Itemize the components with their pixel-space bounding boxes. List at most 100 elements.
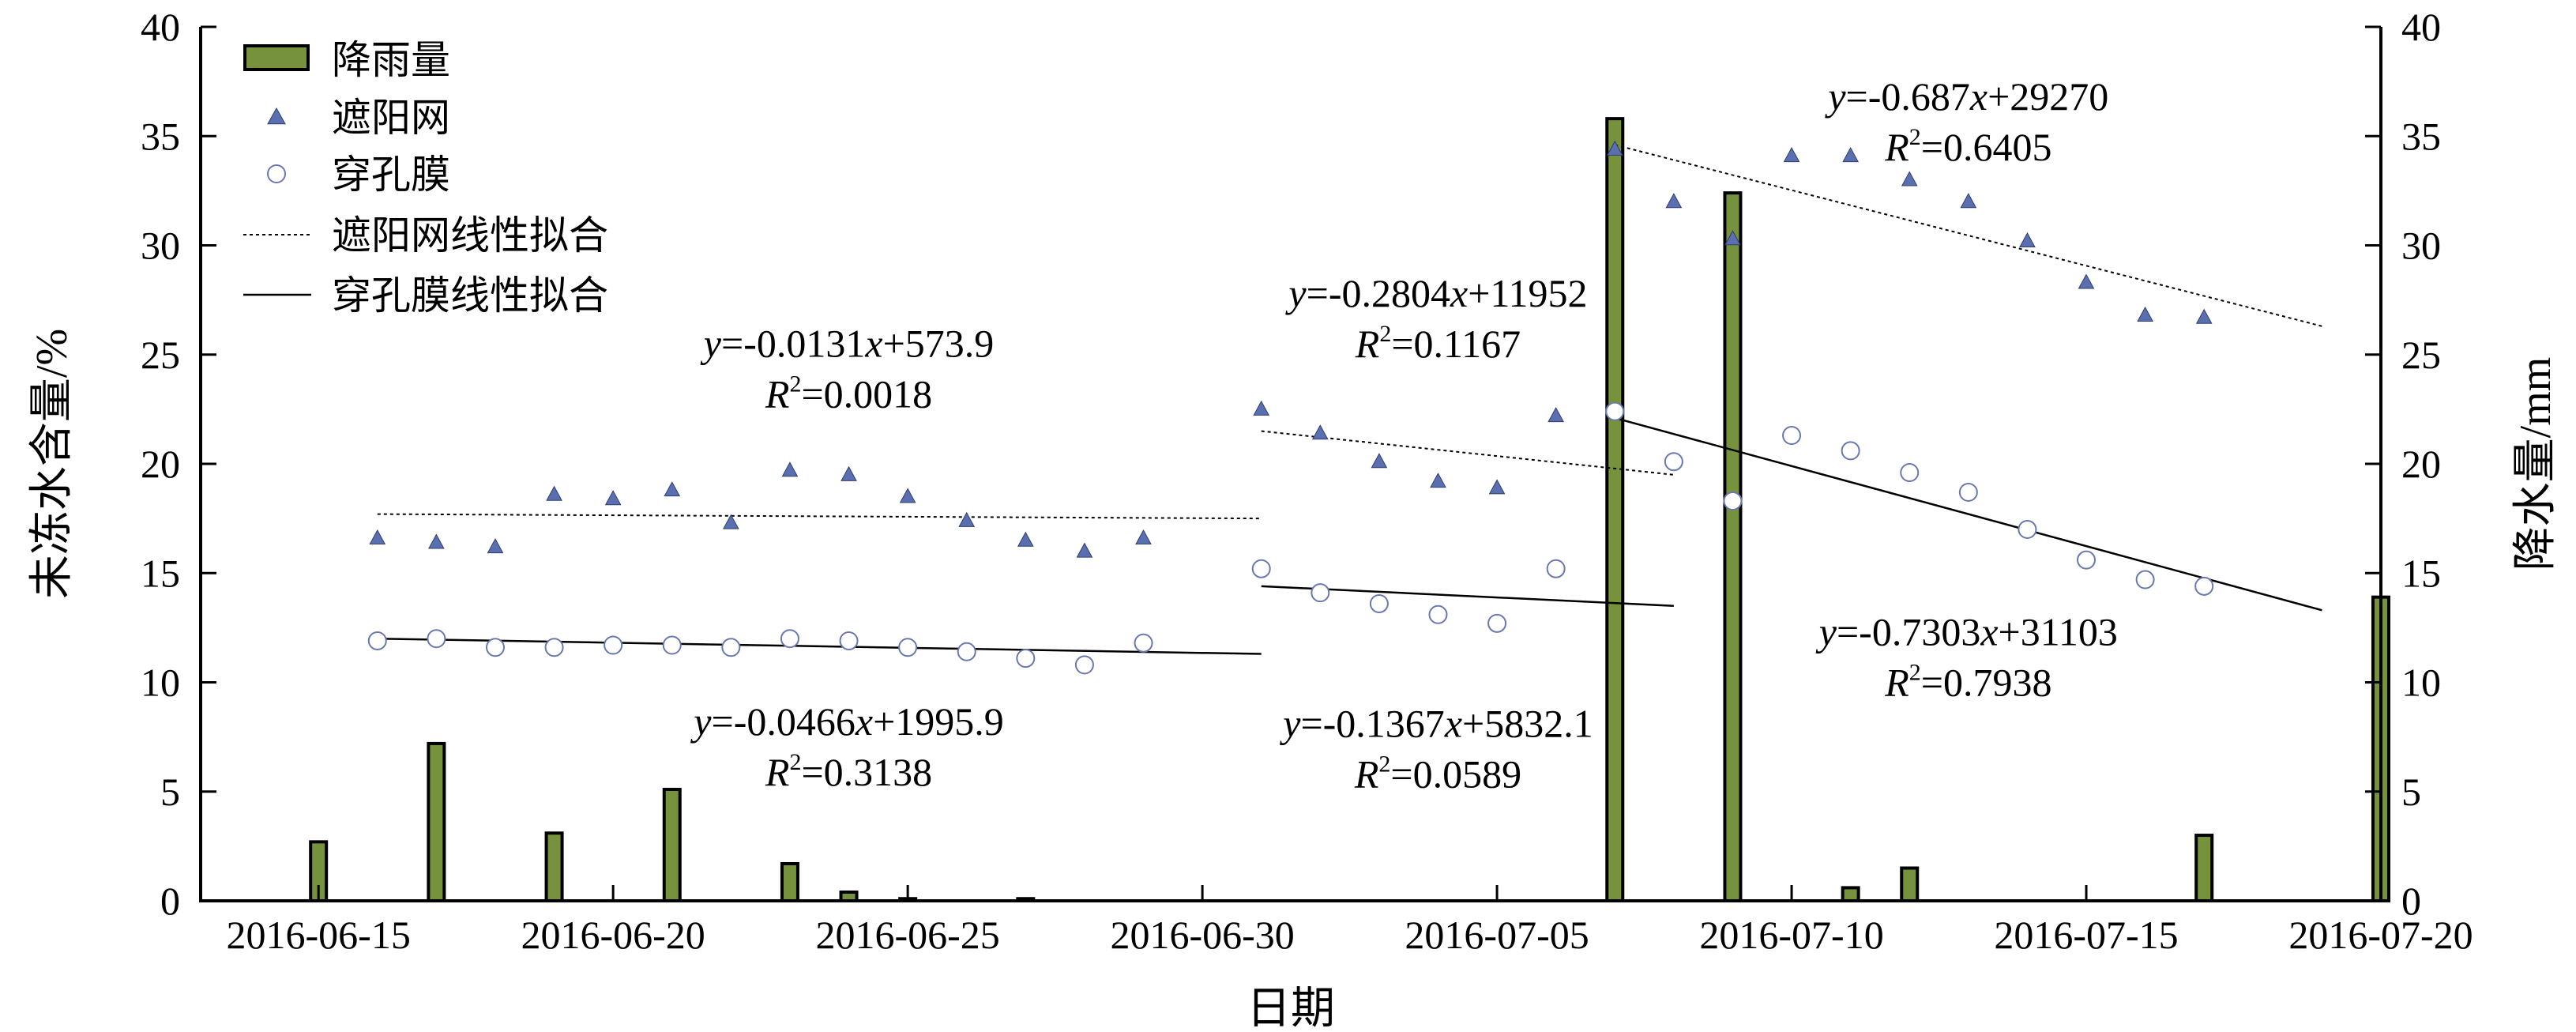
equation-annotations: y=-0.0131x+573.9R2=0.0018y=-0.0466x+1995…: [690, 74, 2118, 797]
r-symbol: R: [1884, 660, 1909, 704]
r-symbol: R: [1884, 125, 1909, 169]
equation-y-symbol: y: [1279, 702, 1301, 746]
y-left-tick-label: 40: [141, 5, 180, 49]
shade-net-point: [1901, 171, 1918, 186]
fit-r-squared: R2=0.1167: [1355, 321, 1521, 366]
fit-r-squared: R2=0.7938: [1884, 659, 2051, 704]
fit-r-squared: R2=0.3138: [765, 749, 932, 794]
perforated-film-point: [721, 638, 741, 657]
fit-lines: [377, 144, 2322, 655]
equation-constant: +1995.9: [873, 699, 1004, 744]
fit-r-squared: R2=0.0589: [1354, 751, 1521, 797]
perforated-film-point: [544, 638, 564, 657]
fit-equation: y=-0.0466x+1995.9: [690, 699, 1003, 744]
equation-constant: +31103: [1999, 609, 2118, 653]
shade-net-point: [1253, 400, 1270, 416]
equation-coefficient: =-0.1367: [1300, 702, 1444, 746]
x-tick-label: 2016-07-15: [1994, 913, 2178, 957]
y-left-tick-label: 15: [141, 551, 180, 595]
perforated-film-fit-line: [1261, 585, 1674, 607]
perforated-film-point: [898, 638, 918, 657]
rainfall-bar: [427, 741, 446, 902]
equation-constant: +5832.1: [1462, 702, 1593, 746]
shade-net-point: [1842, 147, 1859, 163]
shade-net-point: [1488, 479, 1506, 495]
shade-net-point: [1547, 407, 1565, 423]
legend-triangle-swatch: [267, 107, 286, 125]
r-superscript: 2: [1379, 321, 1391, 347]
equation-y-symbol: y: [1284, 271, 1307, 315]
axes: 0 0 5 5 10 10 15 15 20 20 25 25 30 30 35 35 40 40 2016-06-…: [28, 5, 2560, 1032]
equation-y-symbol: y: [690, 699, 712, 744]
perforated-film-point: [2077, 550, 2097, 570]
shade-net-point: [1430, 473, 1446, 488]
y-right-tick-label: 40: [2401, 5, 2441, 49]
r-superscript: 2: [789, 371, 801, 397]
equation-constant: +29270: [1987, 74, 2108, 119]
legend-label: 穿孔膜线性拟合: [332, 273, 608, 318]
y-right-tick-label: 35: [2401, 114, 2441, 158]
y-left-tick-label: 0: [160, 879, 180, 923]
perforated-film-point: [1782, 426, 1802, 446]
equation-x-symbol: x: [1444, 702, 1462, 746]
shade-net-point: [2195, 308, 2213, 324]
y-right-axis-title: 降水量/mm: [2511, 357, 2560, 571]
y-left-tick-label: 20: [141, 442, 180, 486]
perforated-film-point: [2135, 570, 2155, 589]
r-symbol: R: [765, 750, 790, 794]
rainfall-bars: [309, 117, 2390, 903]
x-axis-title: 日期: [1247, 985, 1335, 1032]
shade-net-point: [1606, 140, 1623, 156]
fit-equation: y=-0.0131x+573.9: [700, 322, 994, 366]
shade-net-point: [840, 465, 857, 481]
data-points: [367, 140, 2214, 675]
y-left-tick-label: 10: [141, 661, 180, 705]
rainfall-bar: [1841, 886, 1860, 903]
shade-net-point: [369, 529, 386, 545]
rainfall-bar: [780, 861, 799, 902]
perforated-film-point: [1428, 605, 1448, 624]
perforated-film-point: [1841, 441, 1860, 461]
shade-net-point: [1017, 531, 1034, 547]
fit-equation: y=-0.2804x+11952: [1284, 271, 1587, 315]
shade-net-point: [1076, 542, 1093, 558]
shade-net-point: [723, 514, 739, 529]
r-symbol: R: [1354, 752, 1379, 797]
fit-equation: y=-0.687x+29270: [1824, 74, 2108, 119]
perforated-film-point: [1723, 492, 1743, 511]
y-right-tick-label: 25: [2401, 333, 2441, 377]
x-tick-label: 2016-07-10: [1699, 913, 1883, 957]
shade-net-point: [958, 511, 976, 527]
equation-x-symbol: x: [855, 699, 873, 744]
equation-y-symbol: y: [700, 322, 722, 366]
shade-net-fit-line: [377, 513, 1262, 520]
perforated-film-point: [1664, 452, 1683, 472]
r-superscript: 2: [1378, 751, 1390, 778]
y-left-tick-label: 25: [141, 333, 180, 377]
shade-net-point: [487, 538, 504, 554]
equation-coefficient: =-0.7303: [1837, 609, 1980, 653]
perforated-film-point: [1074, 655, 1094, 675]
y-right-tick-label: 5: [2401, 770, 2421, 814]
legend-circle-swatch: [267, 164, 286, 183]
equation-coefficient: =-0.0131: [721, 322, 865, 366]
y-right-tick-label: 0: [2401, 879, 2421, 923]
perforated-film-point: [367, 631, 387, 650]
r-squared-value: =0.0018: [801, 372, 932, 416]
shade-net-point: [546, 485, 562, 501]
x-tick-label: 2016-06-30: [1110, 913, 1294, 957]
shade-net-point: [664, 481, 681, 497]
perforated-film-point: [1546, 559, 1566, 578]
r-squared-value: =0.0589: [1390, 752, 1521, 797]
r-squared-value: =0.3138: [801, 750, 932, 794]
shade-net-point: [1724, 230, 1741, 246]
shade-net-point: [781, 461, 799, 477]
fit-equation: y=-0.1367x+5832.1: [1279, 702, 1593, 746]
perforated-film-point: [1487, 613, 1507, 633]
equation-x-symbol: x: [864, 322, 882, 366]
x-tick-label: 2016-06-20: [521, 913, 705, 957]
r-superscript: 2: [1909, 659, 1921, 685]
y-right-tick-label: 20: [2401, 442, 2441, 486]
perforated-film-point: [1311, 583, 1330, 603]
perforated-film-point: [839, 631, 859, 650]
